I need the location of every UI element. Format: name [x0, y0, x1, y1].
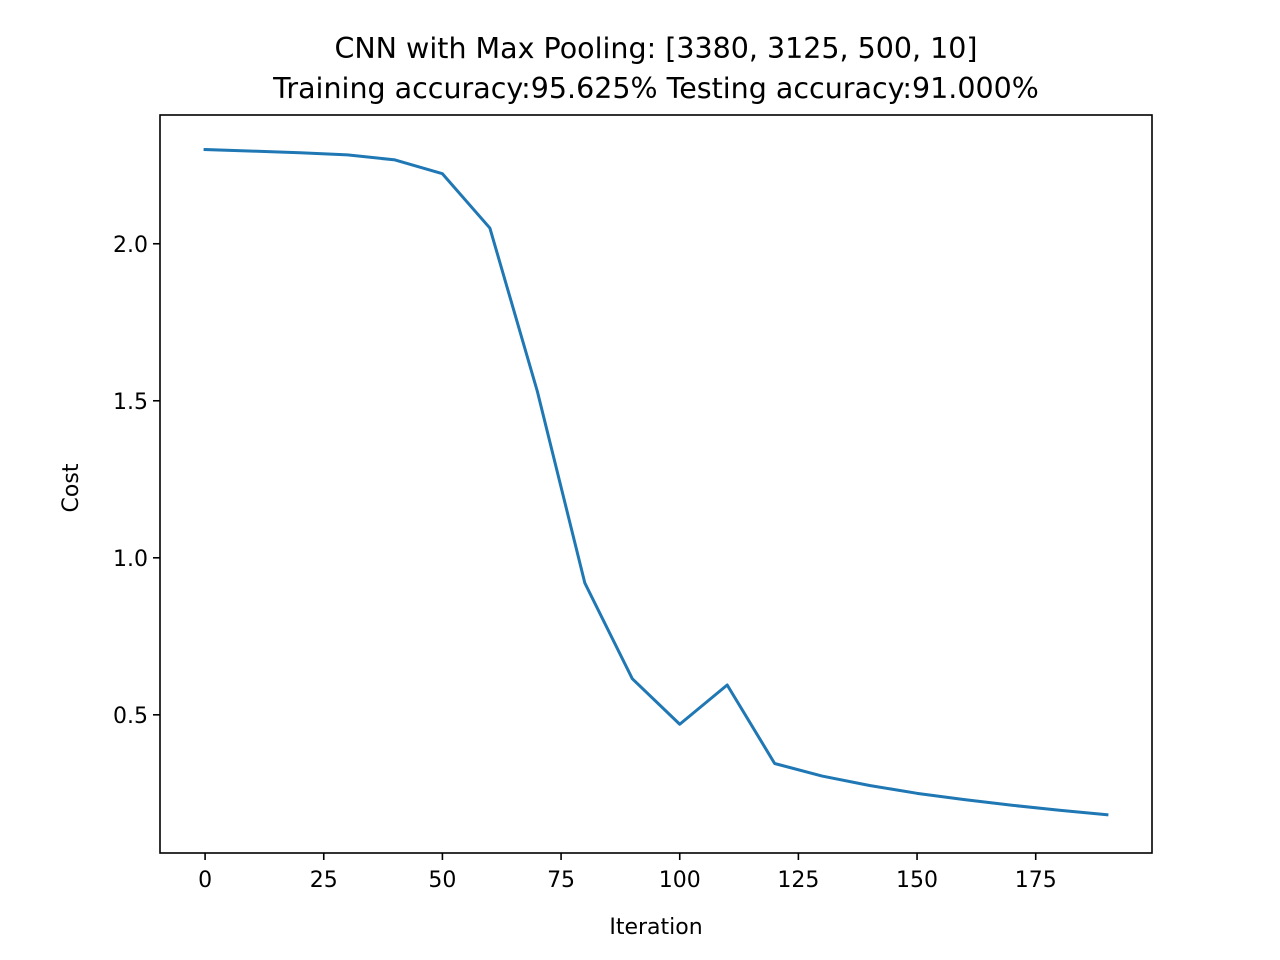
y-tick-label: 2.0: [113, 233, 148, 258]
x-tick-label: 25: [310, 868, 338, 893]
y-tick-label: 1.0: [113, 547, 148, 572]
x-tick-label: 150: [896, 868, 938, 893]
series-line-0: [203, 147, 1109, 817]
y-axis-label: Cost: [59, 463, 84, 512]
x-tick-label: 175: [1015, 868, 1057, 893]
x-tick-label: 75: [547, 868, 575, 893]
plot-area: 0 25 50 75 100 125 150 175 0.5 1.0 1.5 2.0: [113, 114, 1153, 893]
y-tick-label: 0.5: [113, 704, 148, 729]
x-tick-label: 125: [777, 868, 819, 893]
x-axis-label: Iteration: [609, 915, 702, 940]
axes-frame: [159, 114, 1153, 854]
chart-subtitle: Training accuracy:95.625% Testing accura…: [272, 72, 1039, 105]
chart-title: CNN with Max Pooling: [3380, 3125, 500, …: [334, 32, 977, 65]
y-tick-label: 1.5: [113, 390, 148, 415]
x-tick-label: 50: [428, 868, 456, 893]
x-tick-label: 100: [659, 868, 701, 893]
x-tick-label: 0: [198, 868, 212, 893]
